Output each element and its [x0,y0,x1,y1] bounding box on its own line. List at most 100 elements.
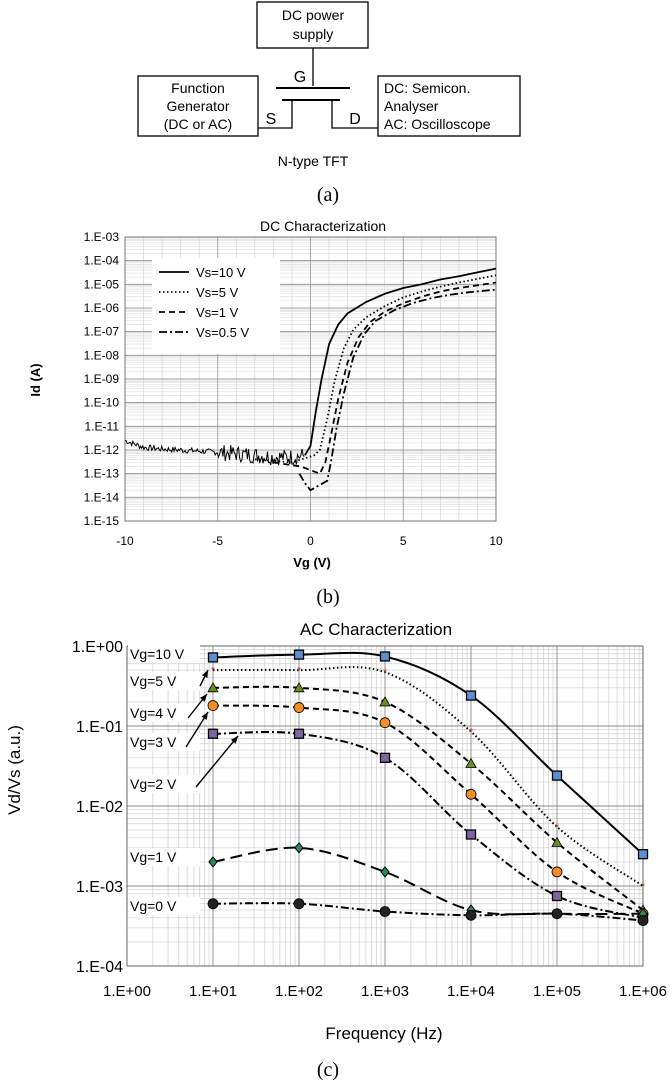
ac-x-tick-label: 1.E+06 [619,983,667,1000]
ac-series-line [212,685,644,911]
ac-x-tick-label: 1.E+00 [103,983,151,1000]
ac-series-line [212,704,644,915]
dc-y-tick-label: 1.E-11 [85,419,120,433]
ac-y-tick-label: 1.E-02 [76,799,123,816]
ac-series-label-bg [128,775,200,793]
caption-b: (b) [316,586,339,608]
ac-series-label: Vg=3 V [130,734,177,750]
dc-y-tick-label: 1.E-15 [84,514,120,528]
ac-point-marker: * [383,667,388,679]
ac-point-marker: * [469,727,474,739]
ac-x-tick-label: 1.E+05 [533,983,581,1000]
ac-series-label-bg [128,704,200,722]
ac-series-line [212,730,644,919]
ac-point-marker [551,890,563,902]
dc-series-line [254,274,497,464]
ac-point-marker [379,696,391,707]
ac-point-marker [379,651,391,662]
dc-legend-label: Vs=5 V [196,285,239,300]
power-supply-line-2: supply [293,26,333,42]
ac-point-marker: * [641,881,646,893]
ac-point-marker [293,682,305,693]
ac-x-tick-label: 1.E+04 [447,983,495,1000]
analyser-line-3: AC: Oscilloscope [384,116,491,132]
dc-y-tick-label: 1.E-10 [84,396,120,410]
dc-y-tick-label: 1.E-03 [84,230,120,244]
ac-point-marker [207,682,219,693]
dc-legend-label: Vs=1 V [196,305,239,320]
ac-point-marker [207,728,219,739]
ac-series-label-bg [128,848,200,866]
dc-chart: 1.E-03 1.E-04 1.E-05 1.E-06 1.E-07 1.E-08 1.E-… [84,230,503,548]
ac-series-label-bg [128,672,200,690]
ac-point-marker [465,909,477,921]
ac-x-tick-label: 1.E+01 [189,983,237,1000]
ac-point-marker [293,702,305,713]
ac-point-marker [380,866,390,878]
dc-y-tick-label: 1.E-14 [84,490,120,504]
power-supply-line-1: DC power [282,7,345,23]
dc-y-tick-label: 1.E-12 [84,443,120,457]
ac-series-label: Vg=2 V [130,776,177,792]
drain-wire [331,100,378,129]
ac-label-arrowhead [201,712,208,720]
dc-y-tick-label: 1.E-06 [84,301,120,315]
ac-point-marker [551,866,563,878]
analyser-line-1: DC: Semicon. [384,80,470,96]
dc-series-line [298,288,497,492]
ac-label-arrow [195,735,239,788]
ac-y-tick-label: 1.E-04 [76,959,123,976]
dc-chart-title: DC Characterization [260,218,386,234]
drain-label: D [349,111,361,128]
ac-y-tick-label: 1.E-01 [76,719,123,736]
ac-point-marker [207,898,219,910]
dc-y-tick-label: 1.E-13 [84,467,120,481]
ac-x-axis-label: Frequency (Hz) [325,1024,442,1043]
ac-y-tick-label: 1.E+00 [72,639,123,656]
ac-point-marker [551,836,563,847]
dc-x-tick-label: -5 [212,534,223,548]
function-generator-line-3: (DC or AC) [164,116,232,132]
ac-point-marker: * [211,665,216,677]
ac-point-marker: * [555,822,560,834]
dc-noise-trace [125,439,305,466]
ac-series-line [212,902,644,922]
caption-c: (c) [317,1059,339,1081]
ac-series-line [212,651,644,855]
analyser-box [377,75,521,137]
function-generator-line-2: Generator [166,98,229,114]
ac-x-tick-label: 1.E+03 [361,983,409,1000]
ac-point-marker [465,788,477,800]
gate-label: G [294,69,306,86]
dc-legend: Vs=10 V Vs=5 V Vs=1 V Vs=0.5 V [152,258,280,354]
ac-label-arrowhead [201,670,208,678]
ac-series-label-bg [128,645,200,663]
ac-point-marker [379,717,391,729]
ac-point-marker [637,915,649,926]
ac-series-label: Vg=4 V [130,705,177,721]
dc-x-tick-label: 5 [400,534,407,548]
dc-legend-box [152,258,280,354]
dc-plot-border [124,236,497,522]
ac-point-marker [637,849,649,860]
ac-point-marker [379,752,391,763]
ac-series-label: Vg=1 V [130,849,177,865]
ac-x-tick-label: 1.E+02 [275,983,323,1000]
ac-label-arrowhead [230,736,238,744]
ac-point-marker [551,770,563,781]
dc-y-tick-label: 1.E-09 [84,372,120,386]
ac-series-label: Vg=5 V [130,673,177,689]
dc-y-tick-label: 1.E-07 [84,325,120,339]
ac-plot-border [126,645,644,967]
ac-point-marker [379,906,391,917]
dc-y-tick-label: 1.E-08 [84,348,120,362]
ac-point-marker [207,700,219,711]
ac-point-marker: * [297,665,302,677]
ac-point-marker [465,690,477,701]
dc-legend-label: Vs=10 V [196,265,246,280]
ac-chart-title: AC Characterization [300,620,452,639]
function-generator-line-1: Function [171,80,225,96]
ac-point-marker [207,652,219,663]
ac-series-label-bg [128,733,200,751]
